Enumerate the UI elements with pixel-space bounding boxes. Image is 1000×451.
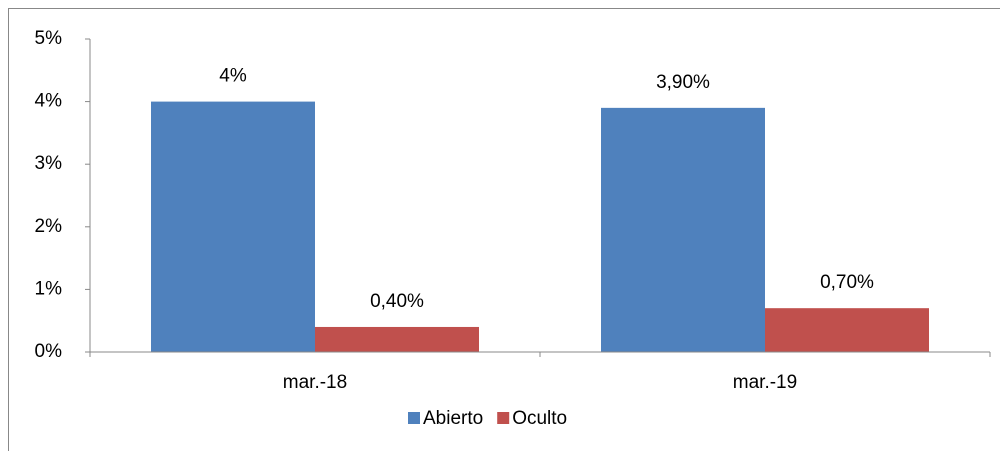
bar <box>151 101 315 352</box>
legend-label: Abierto <box>423 408 483 429</box>
legend-label: Oculto <box>512 408 567 429</box>
data-label: 4% <box>219 66 247 87</box>
x-tick-label: mar.-18 <box>283 372 347 393</box>
bar <box>601 107 765 352</box>
y-tick-label: 1% <box>35 278 63 299</box>
x-tick-label: mar.-19 <box>733 372 797 393</box>
data-label: 3,90% <box>656 72 710 93</box>
chart-border <box>8 8 1000 451</box>
legend-swatch <box>408 412 420 424</box>
y-tick-label: 5% <box>35 28 63 49</box>
y-tick-label: 0% <box>35 341 63 362</box>
y-tick-label: 3% <box>35 153 63 174</box>
bar <box>315 326 479 352</box>
y-tick-label: 4% <box>35 91 63 112</box>
legend-swatch <box>497 412 510 424</box>
y-tick-label: 2% <box>35 216 63 237</box>
data-label: 0,40% <box>370 291 424 312</box>
data-label: 0,70% <box>820 272 874 293</box>
bar <box>765 308 929 352</box>
